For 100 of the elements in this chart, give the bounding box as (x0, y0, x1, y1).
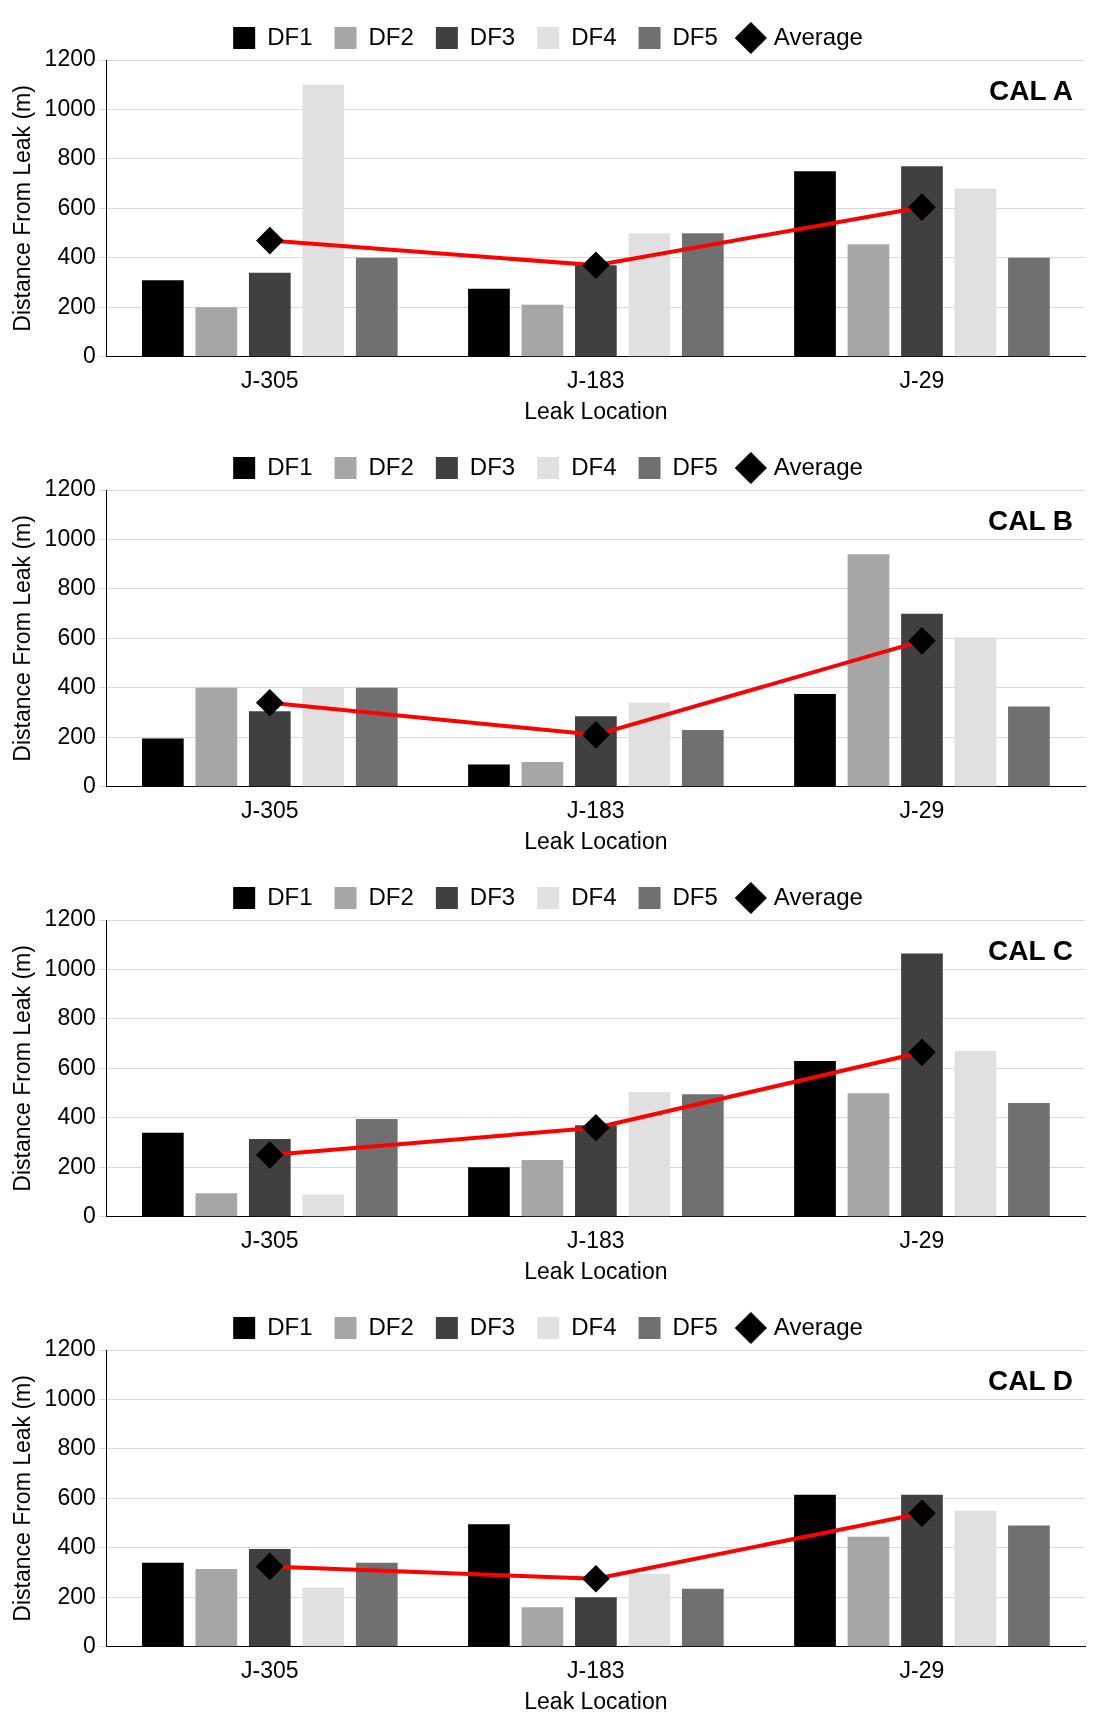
y-tick-label: 600 (57, 623, 96, 650)
y-tick-label: 800 (57, 574, 96, 601)
y-tick-label: 600 (57, 193, 96, 220)
bar (521, 1159, 564, 1217)
x-tick-label: J-29 (899, 1226, 945, 1253)
annotation: CAL D (987, 1364, 1073, 1396)
legend-label: DF3 (469, 1312, 516, 1340)
y-axis-title: Distance From Leak (m) (9, 1375, 36, 1622)
y-tick-label: 0 (82, 1632, 96, 1659)
bar (681, 1588, 724, 1647)
legend-label: DF5 (672, 1312, 718, 1340)
bar (521, 762, 564, 787)
x-tick-label: J-305 (241, 796, 299, 823)
bar (355, 1119, 398, 1217)
y-tick-label: 800 (57, 1004, 96, 1031)
bar (847, 554, 890, 787)
bar (1008, 257, 1050, 357)
y-tick-label: 800 (57, 144, 96, 171)
y-tick-label: 1200 (44, 45, 96, 72)
bar (901, 953, 943, 1217)
legend-label: Average (773, 1312, 863, 1340)
y-tick-label: 800 (57, 1434, 96, 1461)
y-tick-label: 200 (57, 722, 96, 749)
bar (575, 265, 617, 357)
y-tick-label: 0 (82, 772, 96, 799)
y-tick-label: 400 (57, 1533, 96, 1560)
bar (195, 1568, 238, 1647)
x-axis-title: Leak Location (524, 1257, 668, 1284)
bar (355, 257, 398, 357)
legend-label: DF2 (368, 452, 414, 480)
y-axis-title: Distance From Leak (m) (9, 515, 36, 762)
bar (521, 304, 564, 357)
legend-label: DF2 (368, 1312, 414, 1340)
legend-label: DF4 (571, 22, 617, 50)
bar (681, 233, 724, 357)
x-tick-label: J-305 (241, 1656, 299, 1683)
legend-label: DF3 (469, 882, 516, 910)
bar (901, 166, 943, 357)
bar (681, 1094, 724, 1217)
bar (575, 1125, 617, 1217)
legend-label: DF1 (267, 882, 313, 910)
legend-label: DF3 (469, 22, 516, 50)
y-tick-label: 200 (57, 1582, 96, 1609)
y-tick-label: 1000 (44, 1384, 96, 1411)
legend-label: Average (773, 882, 863, 910)
bar (575, 1597, 617, 1647)
x-tick-label: J-29 (899, 366, 945, 393)
legend-label: DF1 (267, 22, 313, 50)
y-tick-label: 1200 (44, 1335, 96, 1362)
x-tick-label: J-183 (567, 1226, 625, 1253)
y-axis-title: Distance From Leak (m) (9, 85, 36, 332)
x-axis-title: Leak Location (524, 397, 668, 424)
legend-label: DF2 (368, 882, 414, 910)
annotation: CAL A (989, 74, 1073, 106)
legend-label: Average (773, 22, 863, 50)
y-tick-label: 400 (57, 673, 96, 700)
legend-label: DF5 (672, 22, 718, 50)
y-tick-label: 200 (57, 1152, 96, 1179)
x-tick-label: J-305 (241, 366, 299, 393)
y-tick-label: 1200 (44, 475, 96, 502)
y-tick-label: 200 (57, 292, 96, 319)
legend-label: DF3 (469, 452, 516, 480)
y-axis-title: Distance From Leak (m) (9, 945, 36, 1192)
legend-label: DF4 (571, 882, 617, 910)
legend-label: DF4 (571, 1312, 617, 1340)
x-tick-label: J-29 (899, 1656, 945, 1683)
bar (355, 1562, 398, 1647)
x-tick-label: J-183 (567, 1656, 625, 1683)
bar (901, 1494, 943, 1647)
x-tick-label: J-305 (241, 1226, 299, 1253)
legend-label: DF4 (571, 452, 617, 480)
bar (847, 1093, 890, 1217)
y-tick-label: 1000 (44, 954, 96, 981)
legend-label: DF1 (267, 452, 313, 480)
legend-label: DF2 (368, 22, 414, 50)
bar (521, 1607, 564, 1647)
x-axis-title: Leak Location (524, 827, 668, 854)
x-tick-label: J-183 (567, 796, 625, 823)
y-tick-label: 0 (82, 1202, 96, 1229)
y-tick-label: 0 (82, 342, 96, 369)
y-tick-label: 1200 (44, 905, 96, 932)
bar (1008, 706, 1050, 787)
legend-label: Average (773, 452, 863, 480)
annotation: CAL C (987, 934, 1073, 966)
bar (302, 1194, 345, 1217)
x-tick-label: J-29 (899, 796, 945, 823)
bar (1008, 1525, 1050, 1647)
x-axis-title: Leak Location (524, 1687, 668, 1714)
bar (195, 1193, 238, 1217)
y-tick-label: 1000 (44, 94, 96, 121)
y-tick-label: 600 (57, 1053, 96, 1080)
y-tick-label: 1000 (44, 524, 96, 551)
y-tick-label: 400 (57, 1103, 96, 1130)
bar (248, 711, 291, 787)
bar (847, 1536, 890, 1647)
legend-label: DF5 (672, 452, 718, 480)
bar (901, 613, 943, 787)
bar (847, 244, 890, 357)
x-tick-label: J-183 (567, 366, 625, 393)
bar (681, 729, 724, 787)
